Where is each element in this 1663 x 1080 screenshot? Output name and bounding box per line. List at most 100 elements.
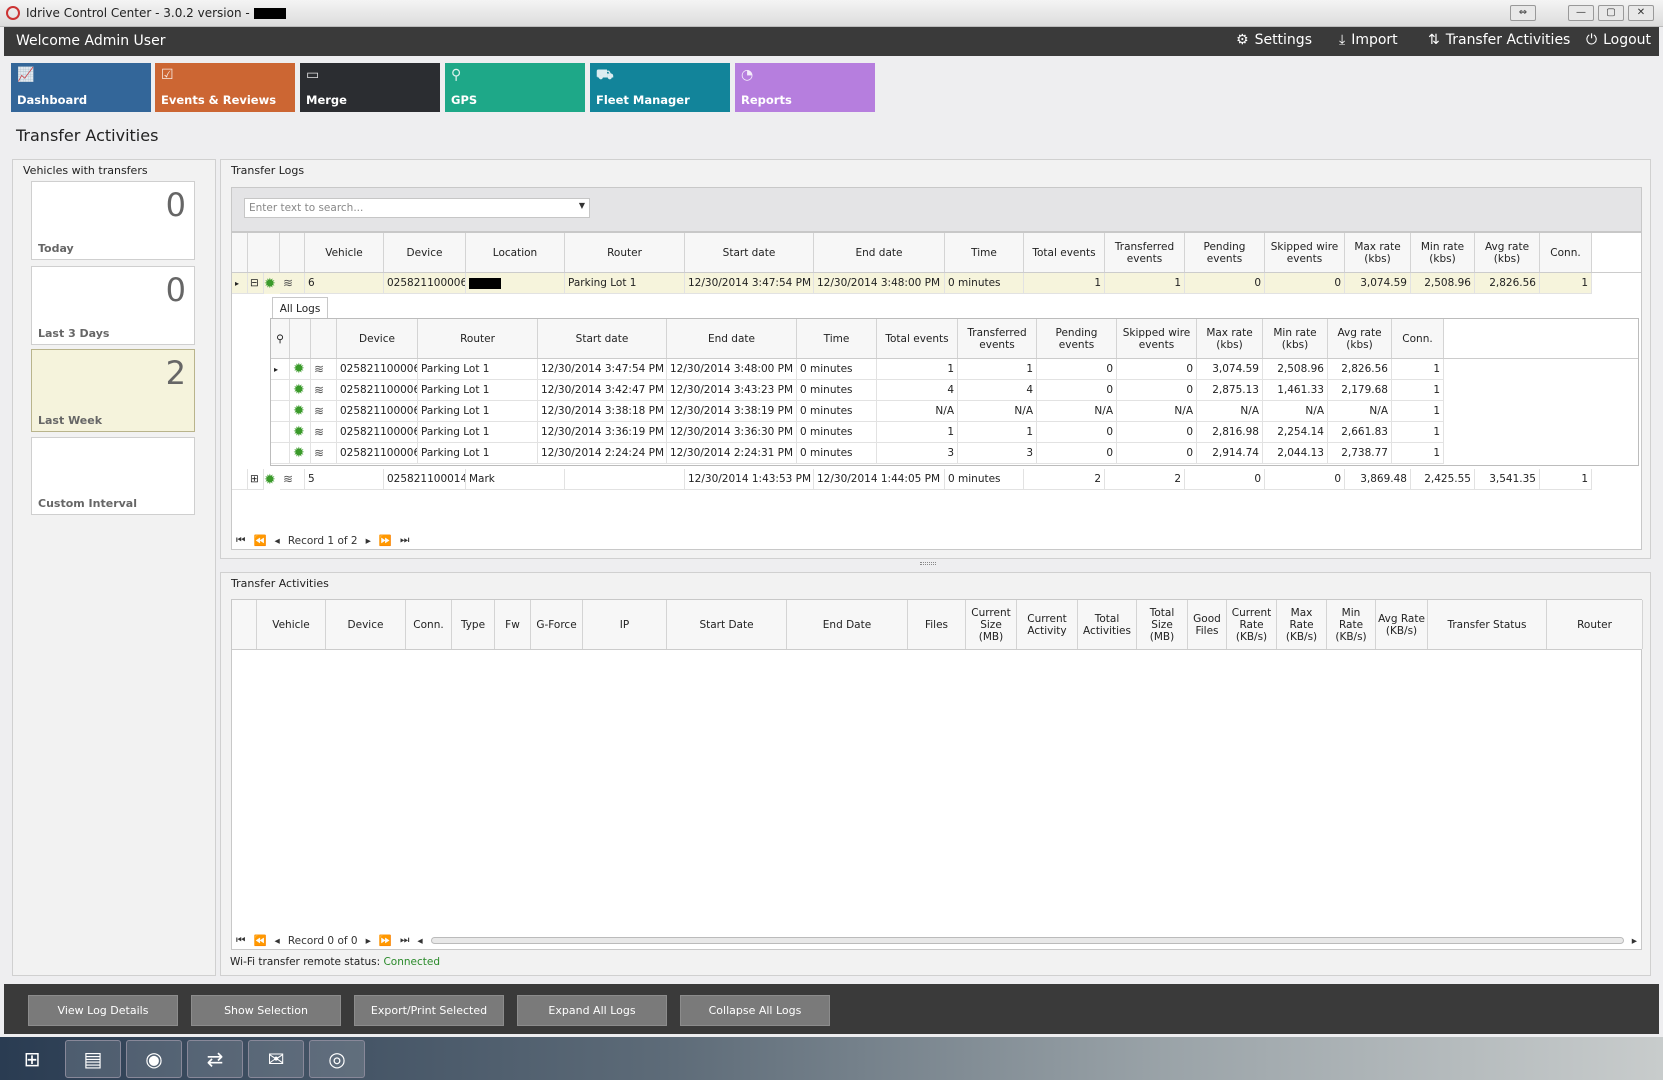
- mail-icon[interactable]: ✉: [248, 1040, 304, 1078]
- column-header[interactable]: Fw: [495, 600, 531, 649]
- detail-column-header[interactable]: Pending events: [1037, 319, 1117, 358]
- column-header[interactable]: Device: [384, 233, 466, 272]
- row-indicator[interactable]: ▸: [271, 359, 290, 380]
- detail-cell[interactable]: 0: [1037, 443, 1117, 464]
- column-header[interactable]: [232, 600, 257, 649]
- close-button[interactable]: ✕: [1628, 5, 1654, 21]
- file-explorer-icon[interactable]: ▤: [65, 1040, 121, 1078]
- firefox-icon[interactable]: ◉: [126, 1040, 182, 1078]
- log-cell[interactable]: 2: [1024, 469, 1105, 490]
- column-header[interactable]: G-Force: [531, 600, 583, 649]
- column-header[interactable]: [232, 233, 248, 272]
- next-record-icon[interactable]: ▸: [365, 534, 371, 547]
- detail-column-header[interactable]: Conn.: [1392, 319, 1444, 358]
- period-card-today[interactable]: 0 Today: [31, 181, 195, 260]
- tile-gps[interactable]: ⚲ GPS: [445, 63, 585, 112]
- log-cell[interactable]: 025821100014: [384, 469, 466, 490]
- scroll-left-icon[interactable]: ◂: [417, 934, 423, 947]
- column-header[interactable]: Transferred events: [1105, 233, 1185, 272]
- column-header[interactable]: Vehicle: [305, 233, 384, 272]
- column-header[interactable]: Pending events: [1185, 233, 1265, 272]
- detail-cell[interactable]: 12/30/2014 3:42:47 PM: [538, 380, 667, 401]
- log-cell[interactable]: 3,869.48: [1345, 469, 1411, 490]
- column-header[interactable]: Conn.: [406, 600, 452, 649]
- detail-cell[interactable]: 3: [958, 443, 1037, 464]
- tab-all-logs[interactable]: All Logs: [272, 297, 328, 319]
- period-card-last-3-days[interactable]: 0 Last 3 Days: [31, 266, 195, 345]
- log-cell[interactable]: 0: [1185, 273, 1265, 294]
- detail-cell[interactable]: N/A: [1328, 401, 1392, 422]
- detail-cell[interactable]: 0: [1037, 422, 1117, 443]
- detail-cell[interactable]: 1: [1392, 401, 1444, 422]
- column-header[interactable]: Current Rate (KB/s): [1227, 600, 1277, 649]
- idrive-app-icon[interactable]: ◎: [309, 1040, 365, 1078]
- column-header[interactable]: Min Rate (KB/s): [1327, 600, 1376, 649]
- log-cell[interactable]: 2: [1105, 469, 1185, 490]
- log-cell[interactable]: 0: [1265, 469, 1345, 490]
- last-page-icon[interactable]: ⏭: [399, 934, 410, 946]
- log-cell[interactable]: 025821100006: [384, 273, 466, 294]
- detail-cell[interactable]: N/A: [1117, 401, 1197, 422]
- column-header[interactable]: Min rate (kbs): [1411, 233, 1475, 272]
- expand-row-button[interactable]: ⊞: [248, 469, 264, 490]
- first-page-icon[interactable]: ⏮: [236, 934, 246, 946]
- log-cell[interactable]: 6: [305, 273, 384, 294]
- column-header[interactable]: Current Activity: [1017, 600, 1078, 649]
- detail-cell[interactable]: 2,875.13: [1197, 380, 1263, 401]
- column-header[interactable]: Start date: [685, 233, 814, 272]
- detail-column-header[interactable]: Avg rate (kbs): [1328, 319, 1392, 358]
- log-cell[interactable]: 0: [1185, 469, 1265, 490]
- next-page-group-icon[interactable]: ⏩: [378, 535, 392, 547]
- expand-all-logsbutton[interactable]: Expand All Logs: [517, 995, 667, 1026]
- detail-cell[interactable]: N/A: [877, 401, 958, 422]
- column-header[interactable]: End date: [814, 233, 945, 272]
- column-header[interactable]: Skipped wire events: [1265, 233, 1345, 272]
- horizontal-scrollbar[interactable]: [430, 937, 1624, 944]
- detail-column-header[interactable]: Device: [337, 319, 418, 358]
- detail-cell[interactable]: 1: [958, 359, 1037, 380]
- column-header[interactable]: Avg Rate (KB/s): [1376, 600, 1428, 649]
- tile-events-reviews[interactable]: ☑ Events & Reviews: [155, 63, 295, 112]
- log-cell[interactable]: 12/30/2014 3:47:54 PM: [685, 273, 814, 294]
- detail-cell[interactable]: 3: [877, 443, 958, 464]
- detail-column-header[interactable]: Total events: [877, 319, 958, 358]
- search-input[interactable]: Enter text to search... ▼: [244, 198, 590, 218]
- column-header[interactable]: Conn.: [1540, 233, 1592, 272]
- detail-cell[interactable]: 0: [1117, 359, 1197, 380]
- detail-cell[interactable]: 12/30/2014 3:43:23 PM: [667, 380, 797, 401]
- log-cell[interactable]: 3,074.59: [1345, 273, 1411, 294]
- detail-cell[interactable]: Parking Lot 1: [418, 443, 538, 464]
- minimize-button[interactable]: —: [1568, 5, 1594, 21]
- log-cell[interactable]: Mark: [466, 469, 565, 490]
- detail-cell[interactable]: Parking Lot 1: [418, 401, 538, 422]
- tile-dashboard[interactable]: 📈 Dashboard: [11, 63, 151, 112]
- column-header[interactable]: [248, 233, 280, 272]
- row-indicator[interactable]: [232, 469, 248, 490]
- detail-cell[interactable]: 025821100006: [337, 359, 418, 380]
- detail-column-header[interactable]: Transferred events: [958, 319, 1037, 358]
- detail-cell[interactable]: 025821100006: [337, 443, 418, 464]
- detail-cell[interactable]: 2,661.83: [1328, 422, 1392, 443]
- tile-merge[interactable]: ▭ Merge: [300, 63, 440, 112]
- detail-cell[interactable]: Parking Lot 1: [418, 422, 538, 443]
- detail-cell[interactable]: 0: [1117, 443, 1197, 464]
- show-selectionbutton[interactable]: Show Selection: [191, 995, 341, 1026]
- detail-cell[interactable]: N/A: [958, 401, 1037, 422]
- tile-fleet-manager[interactable]: ⛟ Fleet Manager: [590, 63, 730, 112]
- log-cell[interactable]: 12/30/2014 1:44:05 PM: [814, 469, 945, 490]
- detail-cell[interactable]: 4: [877, 380, 958, 401]
- detail-cell[interactable]: 1: [1392, 443, 1444, 464]
- column-header[interactable]: Current Size (MB): [966, 600, 1017, 649]
- detail-cell[interactable]: 0 minutes: [797, 380, 877, 401]
- detail-cell[interactable]: 2,826.56: [1328, 359, 1392, 380]
- log-cell[interactable]: 2,425.55: [1411, 469, 1475, 490]
- column-header[interactable]: Type: [452, 600, 495, 649]
- log-cell[interactable]: 5: [305, 469, 384, 490]
- transfer-activities-link[interactable]: ⇅ Transfer Activities: [1428, 32, 1570, 48]
- chevron-down-icon[interactable]: ▼: [578, 201, 585, 210]
- window-restore-layout-button[interactable]: ⇔: [1510, 5, 1536, 21]
- prev-record-icon[interactable]: ◂: [274, 934, 280, 947]
- detail-cell[interactable]: 0: [1117, 380, 1197, 401]
- detail-cell[interactable]: 12/30/2014 2:24:31 PM: [667, 443, 797, 464]
- log-cell[interactable]: 1: [1105, 273, 1185, 294]
